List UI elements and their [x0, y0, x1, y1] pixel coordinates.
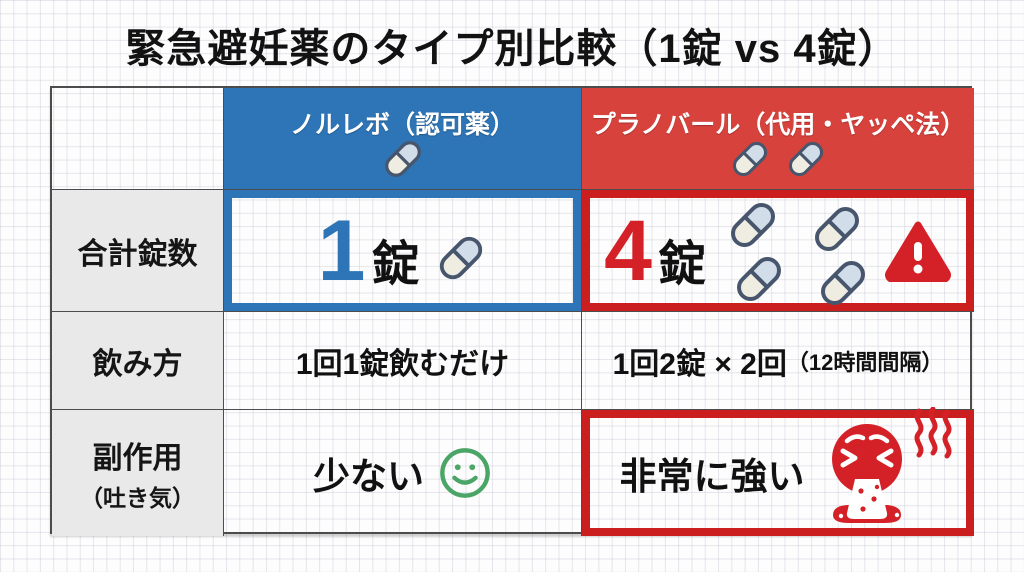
- side-effects-label: 副作用: [92, 442, 183, 475]
- pill-icon: [730, 250, 788, 308]
- cell-planovar-side: 非常に強い: [582, 407, 974, 536]
- norlevo-tablet-count: 1: [317, 202, 366, 299]
- planovar-header-pills: [729, 137, 827, 180]
- page-title: 緊急避妊薬のタイプ別比較（1錠 vs 4錠）: [125, 27, 899, 71]
- comparison-table: ノルレボ（認可薬） プラノバール（代用・ヤッペ法） 合計錠数 1 錠 4 錠: [50, 86, 974, 536]
- norlevo-total-content: 1 錠: [318, 208, 488, 294]
- pill-icon: [729, 137, 771, 180]
- pill-icon: [814, 254, 872, 312]
- total-label: 合計錠数: [77, 237, 198, 271]
- planovar-pill-grid: [722, 199, 862, 303]
- row-label-how-to-take: 飲み方: [52, 312, 224, 410]
- norlevo-tablet-unit: 錠: [371, 237, 420, 291]
- planovar-side-text: 非常に強い: [619, 456, 805, 497]
- cell-planovar-total: 4 錠: [582, 190, 974, 312]
- cell-planovar-howto: 1回2錠 × 2回 （12時間間隔）: [582, 312, 974, 410]
- vomit-face-icon: [831, 424, 902, 523]
- header-cell-norlevo: ノルレボ（認可薬）: [224, 88, 582, 190]
- pill-icon: [435, 231, 488, 284]
- header-cell-planovar: プラノバール（代用・ヤッペ法）: [582, 88, 974, 190]
- pill-icon: [724, 196, 782, 254]
- row-label-side-effects: 副作用 （吐き気）: [52, 410, 224, 536]
- planovar-tablet-unit: 錠: [657, 237, 706, 291]
- side-effects-sublabel: （吐き気）: [80, 485, 195, 511]
- smiley-icon: [440, 448, 490, 498]
- cell-norlevo-howto: 1回1錠飲むだけ: [224, 312, 582, 410]
- norlevo-header-label: ノルレボ（認可薬）: [289, 110, 515, 139]
- warning-icon: [884, 221, 951, 282]
- planovar-tablet-count: 4: [604, 202, 652, 299]
- planovar-howto-text: 1回2錠 × 2回: [612, 347, 787, 381]
- vomit-face-wrap: [819, 407, 951, 525]
- planovar-header-label: プラノバール（代用・ヤッペ法）: [590, 110, 966, 139]
- cell-norlevo-side: 少ない: [224, 410, 582, 536]
- row-label-total-tablets: 合計錠数: [52, 190, 224, 312]
- pill-icon: [785, 137, 827, 180]
- steam-icon: [914, 407, 951, 459]
- warning-wrap: [884, 220, 952, 282]
- pill-icon: [380, 136, 425, 181]
- planovar-howto-note: （12時間間隔）: [786, 349, 944, 375]
- planovar-side-content: 非常に強い: [619, 407, 951, 525]
- cell-norlevo-total: 1 錠: [224, 190, 582, 312]
- norlevo-howto-text: 1回1錠飲むだけ: [295, 347, 510, 381]
- planovar-total-content: 4 錠: [604, 208, 706, 294]
- norlevo-side-content: 少ない: [313, 446, 492, 500]
- norlevo-side-text: 少ない: [313, 456, 424, 497]
- howto-label: 飲み方: [92, 347, 183, 381]
- header-cell-empty: [52, 88, 224, 190]
- pill-icon: [808, 200, 866, 258]
